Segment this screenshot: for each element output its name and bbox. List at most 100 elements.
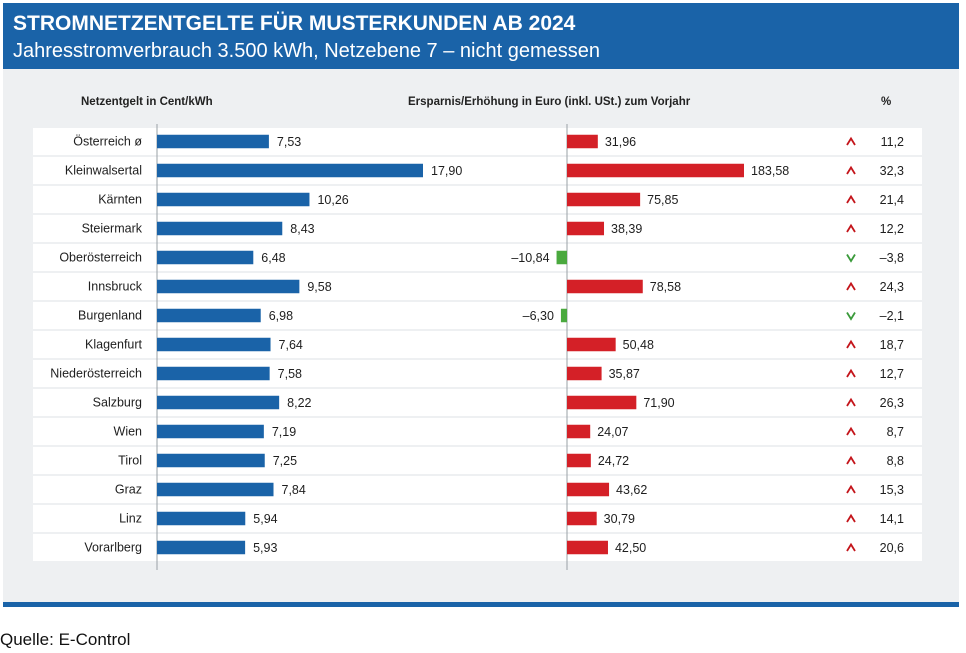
netzentgelt-value-label: 7,58 (278, 367, 302, 381)
arrow-up-icon (846, 455, 856, 465)
ersparnis-value-label: 78,58 (650, 280, 681, 294)
percent-value-label: 12,7 (880, 367, 904, 381)
percent-value-label: 8,7 (887, 425, 904, 439)
arrow-up-icon (846, 136, 856, 146)
ersparnis-value-label: 43,62 (616, 483, 647, 497)
column-header-percent: % (881, 96, 892, 108)
header-band: STROMNETZENTGELTE FÜR MUSTERKUNDEN AB 20… (3, 3, 959, 69)
netzentgelt-bar (157, 540, 246, 555)
arrow-up-icon (846, 368, 856, 378)
netzentgelt-bar (157, 192, 310, 207)
netzentgelt-value-label: 6,98 (269, 309, 293, 323)
category-label: Wien (114, 425, 143, 439)
netzentgelt-bar (157, 134, 269, 149)
percent-value-label: 21,4 (880, 193, 904, 207)
ersparnis-bar (560, 308, 567, 323)
netzentgelt-bar (157, 279, 300, 294)
percent-value-label: 18,7 (880, 338, 904, 352)
arrow-up-icon (846, 397, 856, 407)
arrow-up-icon (846, 484, 856, 494)
arrow-up-icon (846, 223, 856, 233)
ersparnis-value-label: 38,39 (611, 222, 642, 236)
netzentgelt-bar (157, 395, 280, 410)
ersparnis-value-label: 183,58 (751, 164, 789, 178)
arrow-up-icon (846, 194, 856, 204)
arrow-up-icon (846, 426, 856, 436)
category-label: Oberösterreich (59, 251, 142, 265)
ersparnis-value-label: 31,96 (605, 135, 636, 149)
arrow-down-icon (846, 312, 856, 321)
ersparnis-value-label: 75,85 (647, 193, 678, 207)
chart-title: STROMNETZENTGELTE FÜR MUSTERKUNDEN AB 20… (13, 12, 576, 35)
ersparnis-bar (567, 424, 591, 439)
netzentgelt-value-label: 7,64 (279, 338, 303, 352)
ersparnis-value-label: 35,87 (609, 367, 640, 381)
category-label: Vorarlberg (84, 541, 142, 555)
category-label: Tirol (118, 454, 142, 468)
netzentgelt-bar (157, 453, 265, 468)
netzentgelt-value-label: 7,53 (277, 135, 301, 149)
netzentgelt-value-label: 6,48 (261, 251, 285, 265)
ersparnis-bar (567, 163, 744, 178)
netzentgelt-bar (157, 511, 246, 526)
category-label: Kleinwalsertal (65, 164, 142, 178)
ersparnis-bar (567, 279, 643, 294)
percent-value-label: 14,1 (880, 512, 904, 526)
netzentgelt-value-label: 5,94 (253, 512, 277, 526)
ersparnis-value-label: 30,79 (604, 512, 635, 526)
arrow-up-icon (846, 281, 856, 291)
category-label: Österreich ø (73, 135, 142, 149)
ersparnis-bar (567, 192, 641, 207)
ersparnis-bar (567, 482, 610, 497)
netzentgelt-bar (157, 482, 274, 497)
netzentgelt-bar (157, 366, 270, 381)
percent-value-label: 24,3 (880, 280, 904, 294)
percent-value-label: 26,3 (880, 396, 904, 410)
ersparnis-value-label: 71,90 (643, 396, 674, 410)
ersparnis-bar (567, 453, 591, 468)
ersparnis-bar (567, 395, 637, 410)
column-header-netzentgelt: Netzentgelt in Cent/kWh (81, 96, 213, 108)
category-label: Salzburg (93, 396, 142, 410)
netzentgelt-bar (157, 163, 423, 178)
percent-value-label: 32,3 (880, 164, 904, 178)
column-header-ersparnis: Ersparnis/Erhöhung in Euro (inkl. USt.) … (408, 96, 691, 108)
ersparnis-bar (567, 337, 616, 352)
arrow-up-icon (846, 542, 856, 552)
ersparnis-value-label: –10,84 (511, 251, 549, 265)
netzentgelt-value-label: 8,43 (290, 222, 314, 236)
netzentgelt-bar (157, 308, 261, 323)
netzentgelt-value-label: 17,90 (431, 164, 462, 178)
netzentgelt-value-label: 9,58 (307, 280, 331, 294)
category-label: Kärnten (98, 193, 142, 207)
percent-value-label: 8,8 (887, 454, 904, 468)
ersparnis-bar (567, 221, 605, 236)
netzentgelt-bar (157, 424, 264, 439)
netzentgelt-value-label: 7,19 (272, 425, 296, 439)
percent-value-label: 11,2 (881, 135, 904, 149)
netzentgelt-value-label: 7,25 (273, 454, 297, 468)
netzentgelt-value-label: 7,84 (282, 483, 306, 497)
netzentgelt-bar (157, 250, 254, 265)
category-label: Klagenfurt (85, 338, 143, 352)
percent-value-label: –2,1 (880, 309, 904, 323)
category-label: Steiermark (82, 222, 143, 236)
ersparnis-value-label: 24,72 (598, 454, 629, 468)
arrow-up-icon (846, 339, 856, 349)
netzentgelt-bar (157, 221, 283, 236)
chart-subtitle: Jahresstromverbrauch 3.500 kWh, Netzeben… (13, 40, 600, 62)
percent-value-label: 15,3 (880, 483, 904, 497)
category-label: Burgenland (78, 309, 142, 323)
ersparnis-value-label: 24,07 (597, 425, 628, 439)
ersparnis-bar (556, 250, 567, 265)
bottom-rule (3, 602, 959, 607)
ersparnis-bar (567, 540, 608, 555)
ersparnis-bar (567, 366, 602, 381)
netzentgelt-value-label: 5,93 (253, 541, 277, 555)
ersparnis-bar (567, 134, 598, 149)
ersparnis-value-label: –6,30 (523, 309, 554, 323)
arrow-down-icon (846, 254, 856, 263)
percent-value-label: –3,8 (880, 251, 904, 265)
category-label: Graz (115, 483, 142, 497)
